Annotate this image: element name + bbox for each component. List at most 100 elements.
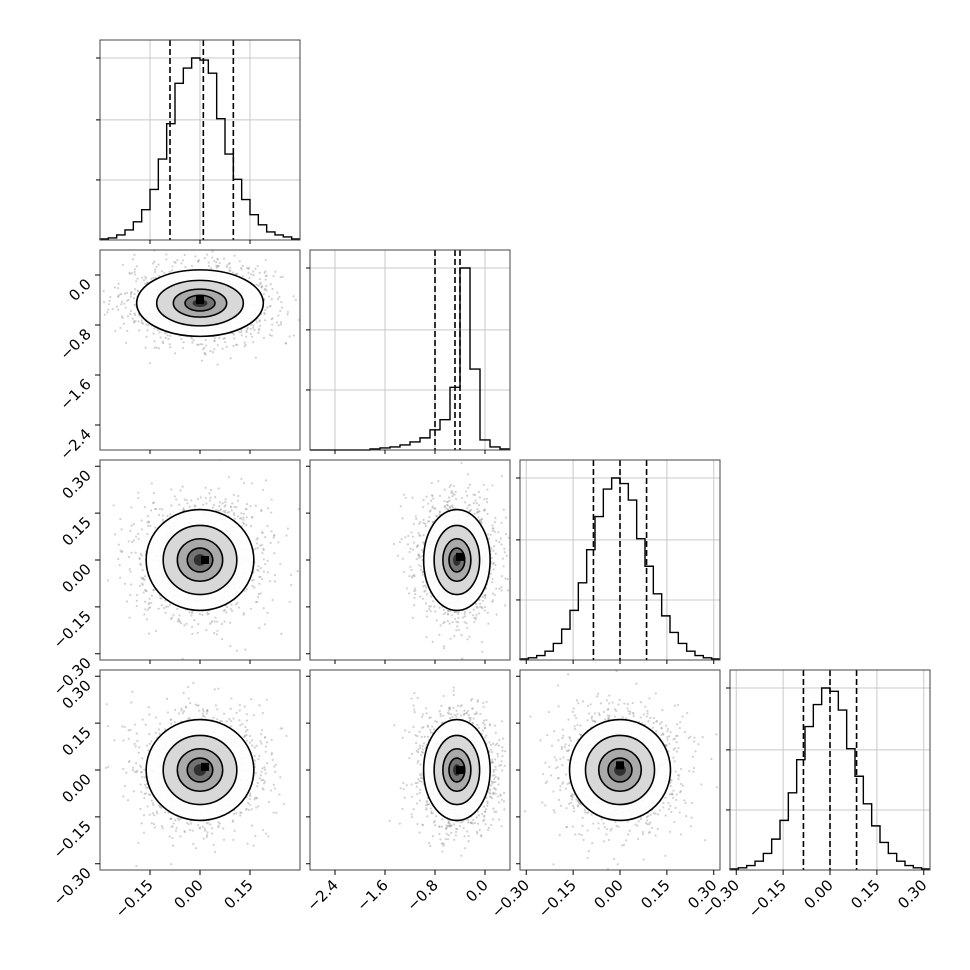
scatter-point <box>117 282 120 285</box>
scatter-point <box>120 303 123 306</box>
scatter-point <box>262 607 265 610</box>
scatter-point <box>132 522 135 526</box>
scatter-point <box>430 481 433 485</box>
scatter-point <box>474 618 477 621</box>
scatter-point <box>211 827 214 830</box>
scatter-point <box>263 736 267 739</box>
scatter-p0-p2 <box>99 459 301 661</box>
scatter-point <box>457 611 461 614</box>
scatter-point <box>257 565 260 568</box>
scatter-point <box>203 352 206 355</box>
scatter-point <box>185 499 188 502</box>
scatter-point <box>216 257 219 261</box>
scatter-point <box>245 588 248 591</box>
scatter-point <box>144 282 147 285</box>
scatter-point <box>226 511 229 514</box>
scatter-point <box>230 719 233 723</box>
scatter-point <box>277 541 280 544</box>
scatter-point <box>483 509 486 512</box>
scatter-point <box>486 501 489 504</box>
scatter-point <box>437 479 440 483</box>
scatter-point <box>229 357 232 360</box>
scatter-point <box>401 557 404 560</box>
scatter-point <box>146 524 150 527</box>
scatter-point <box>206 253 209 256</box>
scatter-point <box>184 265 187 269</box>
scatter-point <box>206 709 209 713</box>
scatter-point <box>191 341 194 344</box>
scatter-point <box>211 620 214 623</box>
scatter-point <box>290 584 293 587</box>
scatter-point <box>190 264 194 268</box>
scatter-point <box>422 534 425 537</box>
scatter-point <box>137 496 140 500</box>
scatter-point <box>442 645 445 648</box>
scatter-point <box>243 345 246 348</box>
scatter-point <box>489 533 492 536</box>
scatter-point <box>144 589 148 593</box>
scatter-point <box>137 491 140 494</box>
scatter-point <box>436 515 439 518</box>
scatter-point <box>148 521 151 524</box>
scatter-point <box>264 319 267 322</box>
scatter-point <box>158 732 161 735</box>
scatter-point <box>182 341 185 344</box>
scatter-point <box>171 616 174 619</box>
scatter-point <box>168 334 172 338</box>
scatter-point <box>142 831 146 834</box>
scatter-point <box>256 264 259 268</box>
scatter-point <box>455 620 458 623</box>
scatter-point <box>411 496 414 499</box>
scatter-point <box>288 600 291 603</box>
scatter-point <box>254 504 257 507</box>
scatter-point <box>196 498 200 501</box>
contour-line <box>442 537 472 583</box>
scatter-point <box>449 637 452 640</box>
scatter-point <box>505 554 508 557</box>
scatter-point <box>211 250 214 253</box>
scatter-point <box>250 579 254 582</box>
scatter-point <box>492 568 495 571</box>
scatter-point <box>238 260 241 263</box>
scatter-point <box>259 324 262 327</box>
scatter-point <box>446 508 449 511</box>
scatter-point <box>250 273 253 276</box>
scatter-point <box>438 633 441 636</box>
scatter-point <box>138 243 140 245</box>
scatter-point <box>422 521 425 525</box>
scatter-point <box>478 496 481 499</box>
scatter-point <box>419 595 422 598</box>
scatter-point <box>229 269 232 273</box>
scatter-point <box>134 745 137 748</box>
scatter-point <box>175 498 178 501</box>
scatter-point <box>165 697 169 700</box>
scatter-point <box>454 498 458 501</box>
scatter-point <box>450 491 453 494</box>
scatter-point <box>414 589 417 592</box>
scatter-point <box>503 551 506 554</box>
scatter-point <box>252 341 255 344</box>
scatter-point <box>157 347 161 350</box>
scatter-point <box>279 323 283 326</box>
scatter-point <box>415 558 418 561</box>
scatter-point <box>245 330 248 334</box>
scatter-point <box>408 575 411 578</box>
scatter-point <box>286 310 290 314</box>
scatter-point <box>455 610 458 614</box>
scatter-point <box>201 343 204 346</box>
scatter-point <box>443 621 446 624</box>
scatter-point <box>424 524 427 528</box>
scatter-point <box>190 614 193 617</box>
scatter-point <box>473 616 476 620</box>
scatter-point <box>494 563 497 567</box>
scatter-point <box>266 762 269 765</box>
scatter-point <box>182 691 185 695</box>
scatter-point <box>476 508 479 511</box>
scatter-point <box>253 746 256 749</box>
scatter-point <box>142 814 146 817</box>
scatter-point <box>170 718 173 721</box>
scatter-point <box>222 337 225 340</box>
scatter-point <box>259 282 262 285</box>
scatter-point <box>233 513 236 516</box>
scatter-point <box>123 292 127 295</box>
